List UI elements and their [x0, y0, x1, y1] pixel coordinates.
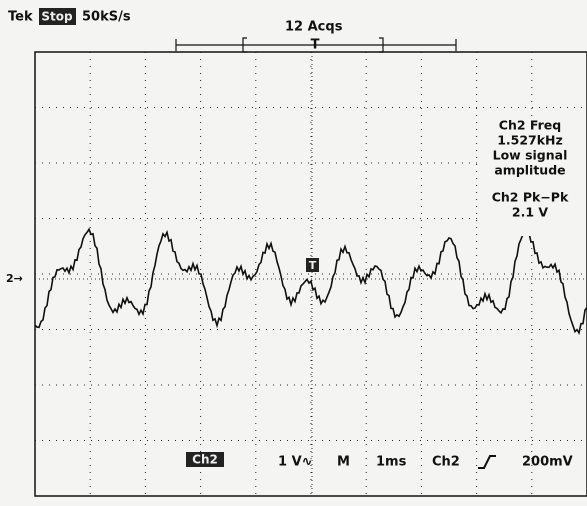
state: Stop — [41, 10, 73, 24]
timebase: 1ms — [376, 455, 407, 470]
readout-line: 2.1 V — [512, 205, 548, 220]
readout-line: 1.527kHz — [497, 133, 563, 148]
background — [0, 0, 587, 506]
trigger-level: 200mV — [522, 455, 573, 470]
acquisitions: 12 Acqs — [285, 20, 343, 35]
readout-line: Ch2 Freq — [499, 118, 561, 133]
readout-line: amplitude — [494, 163, 565, 178]
trigger-marker: T — [309, 259, 317, 272]
trigger-source: Ch2 — [432, 455, 460, 470]
channel-ground-marker: 2→ — [6, 272, 23, 285]
brand: Tek — [8, 10, 33, 25]
scope-screen: Tek Stop 50kS/s 12 Acqs T 2→ T Ch2 Freq1… — [0, 0, 587, 506]
scale: 1 V∿ — [278, 455, 313, 470]
readout-line: Low signal — [493, 148, 568, 163]
trigger-position: T — [311, 38, 320, 53]
mode: M — [337, 455, 350, 470]
channel: Ch2 — [192, 453, 218, 467]
sample-rate: 50kS/s — [82, 10, 131, 25]
readout-line: Ch2 Pk−Pk — [492, 190, 569, 205]
